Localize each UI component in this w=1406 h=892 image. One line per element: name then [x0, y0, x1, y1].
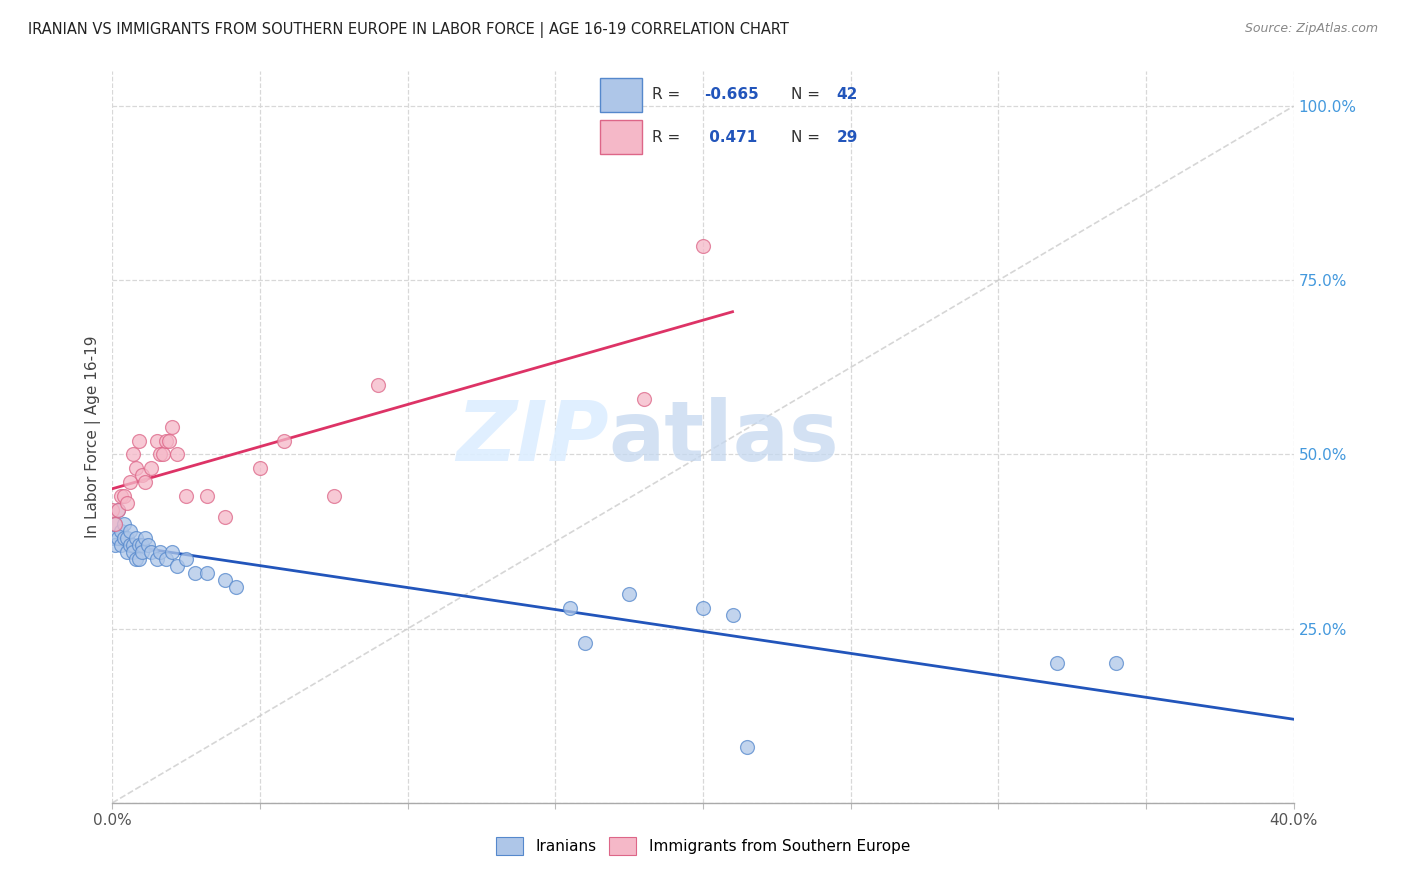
Point — [721, 607, 744, 622]
Point — [139, 545, 162, 559]
Text: ZIP: ZIP — [456, 397, 609, 477]
Point — [152, 448, 174, 462]
Point — [128, 538, 150, 552]
Point — [104, 517, 127, 532]
Point — [128, 434, 150, 448]
Point — [131, 538, 153, 552]
Point — [184, 566, 207, 580]
Text: Source: ZipAtlas.com: Source: ZipAtlas.com — [1244, 22, 1378, 36]
Point — [125, 552, 148, 566]
Point — [101, 503, 124, 517]
Point — [249, 461, 271, 475]
Point — [273, 434, 295, 448]
Point — [574, 635, 596, 649]
Y-axis label: In Labor Force | Age 16-19: In Labor Force | Age 16-19 — [86, 335, 101, 539]
Point — [166, 448, 188, 462]
Text: N =: N = — [792, 130, 820, 145]
Point — [120, 475, 142, 490]
Point — [174, 552, 197, 566]
Point — [737, 740, 759, 755]
Point — [323, 489, 346, 503]
Point — [101, 531, 124, 545]
Point — [104, 517, 127, 532]
Text: -0.665: -0.665 — [704, 87, 758, 102]
Point — [125, 461, 148, 475]
Point — [214, 573, 236, 587]
Point — [134, 475, 156, 490]
Text: R =: R = — [652, 130, 681, 145]
Point — [110, 489, 132, 503]
Point — [107, 503, 129, 517]
Point — [120, 524, 142, 538]
Text: R =: R = — [652, 87, 681, 102]
FancyBboxPatch shape — [600, 120, 643, 154]
Point — [633, 392, 655, 406]
Point — [117, 545, 138, 559]
Point — [692, 600, 714, 615]
Point — [104, 538, 127, 552]
Point — [214, 510, 236, 524]
Point — [122, 538, 145, 552]
Point — [692, 238, 714, 252]
Point — [110, 538, 132, 552]
Point — [174, 489, 197, 503]
Point — [122, 545, 145, 559]
Point — [139, 461, 162, 475]
Point — [110, 524, 132, 538]
Point — [160, 419, 183, 434]
Point — [136, 538, 159, 552]
Text: 29: 29 — [837, 130, 858, 145]
Point — [149, 545, 172, 559]
Point — [117, 531, 138, 545]
Point — [1046, 657, 1069, 671]
Text: N =: N = — [792, 87, 820, 102]
Point — [225, 580, 247, 594]
Point — [107, 531, 129, 545]
Text: 0.471: 0.471 — [704, 130, 756, 145]
Point — [128, 552, 150, 566]
Point — [125, 531, 148, 545]
Point — [112, 489, 135, 503]
Point — [131, 468, 153, 483]
Point — [157, 434, 180, 448]
Text: atlas: atlas — [609, 397, 839, 477]
Point — [120, 538, 142, 552]
Point — [155, 434, 177, 448]
Point — [112, 531, 135, 545]
Point — [107, 503, 129, 517]
Text: IRANIAN VS IMMIGRANTS FROM SOUTHERN EUROPE IN LABOR FORCE | AGE 16-19 CORRELATIO: IRANIAN VS IMMIGRANTS FROM SOUTHERN EURO… — [28, 22, 789, 38]
Point — [195, 566, 218, 580]
Point — [195, 489, 218, 503]
Point — [166, 558, 188, 573]
Point — [131, 545, 153, 559]
Point — [122, 448, 145, 462]
Point — [146, 434, 169, 448]
Point — [367, 377, 389, 392]
Point — [155, 552, 177, 566]
Point — [149, 448, 172, 462]
FancyBboxPatch shape — [600, 78, 643, 112]
Point — [558, 600, 582, 615]
Point — [1105, 657, 1128, 671]
Point — [112, 517, 135, 532]
Point — [146, 552, 169, 566]
Point — [160, 545, 183, 559]
Point — [134, 531, 156, 545]
Point — [619, 587, 641, 601]
Legend: Iranians, Immigrants from Southern Europe: Iranians, Immigrants from Southern Europ… — [489, 831, 917, 861]
Text: 42: 42 — [837, 87, 858, 102]
Point — [117, 496, 138, 510]
